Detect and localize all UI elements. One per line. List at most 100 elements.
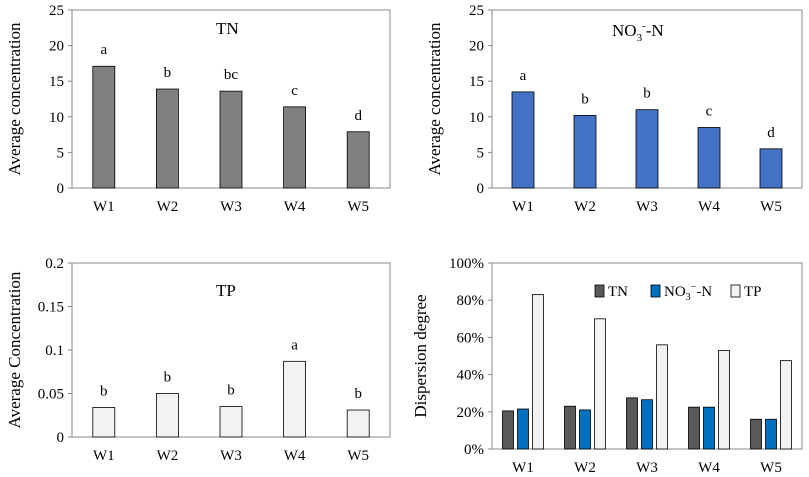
x-tick-label: W2 bbox=[574, 460, 596, 476]
y-ticks: 0% 20% 40% 60% 80% 100% bbox=[449, 256, 492, 458]
x-ticks: W1 W2 W3 W4 W5 bbox=[93, 199, 369, 215]
y-tick-label: 5 bbox=[477, 145, 485, 161]
bar bbox=[697, 127, 721, 189]
significance-letter: b bbox=[643, 86, 651, 102]
bar bbox=[759, 148, 783, 189]
y-tick-label: 25 bbox=[469, 3, 484, 19]
legend-swatch-tn bbox=[594, 284, 605, 298]
bar-tp bbox=[718, 350, 730, 450]
x-ticks: W1 W2 W3 W4 W5 bbox=[512, 199, 782, 215]
chart-title: TN bbox=[216, 19, 239, 38]
significance-letter: a bbox=[520, 68, 527, 84]
y-ticks: 0 5 10 15 20 25 bbox=[469, 3, 492, 197]
bar-tp bbox=[532, 294, 544, 450]
legend-main: NO bbox=[664, 284, 686, 300]
x-tick-label: W1 bbox=[93, 199, 115, 215]
bar-tn bbox=[564, 405, 576, 450]
y-tick-label: 20 bbox=[49, 39, 64, 55]
x-tick-label: W3 bbox=[220, 448, 242, 464]
bar bbox=[92, 65, 116, 189]
legend-end: -N bbox=[696, 284, 712, 300]
tn-panel: TN Average concentration 0 5 10 15 20 25 W1 W2… bbox=[5, 3, 391, 215]
bar-tn bbox=[750, 418, 762, 450]
bar-tn bbox=[626, 397, 638, 450]
bar bbox=[155, 393, 179, 438]
bar bbox=[346, 131, 370, 189]
bar bbox=[573, 114, 597, 189]
chart-title: TP bbox=[216, 281, 236, 300]
bar bbox=[635, 109, 659, 189]
y-ticks: 0 5 10 15 20 25 bbox=[49, 3, 72, 197]
x-tick-label: W3 bbox=[220, 199, 242, 215]
legend-swatch-tp bbox=[730, 284, 741, 298]
significance-letters: a b b c d bbox=[520, 68, 776, 141]
bar-no3-n bbox=[517, 408, 529, 450]
y-tick-label: 15 bbox=[49, 74, 64, 90]
y-tick-label: 5 bbox=[57, 145, 65, 161]
bar-no3-n bbox=[703, 406, 715, 450]
bar-tp bbox=[780, 360, 792, 450]
bars bbox=[502, 294, 792, 450]
significance-letter: b bbox=[354, 386, 362, 402]
no3n-panel: NO3--N Average concentration 0510152025 … bbox=[425, 3, 803, 215]
chart-title: NO3--N bbox=[612, 20, 664, 44]
significance-letter: a bbox=[291, 337, 298, 353]
x-tick-label: W4 bbox=[698, 199, 720, 215]
title-superscript: - bbox=[642, 20, 646, 32]
significance-letter: d bbox=[767, 125, 775, 141]
dispersion-panel: Dispersion degree 0%20%40%60%80%100% W1 W… bbox=[411, 256, 803, 476]
significance-letter: c bbox=[706, 103, 713, 119]
bar-tn bbox=[502, 410, 514, 450]
y-tick-label: 0.1 bbox=[45, 343, 64, 359]
legend-label-no3n: NO3−-N bbox=[664, 282, 712, 303]
bar bbox=[219, 406, 243, 438]
legend-label-tp: TP bbox=[744, 284, 762, 300]
x-tick-label: W2 bbox=[157, 199, 179, 215]
legend: TN NO3−-N TP bbox=[594, 282, 762, 303]
y-tick-label: 15 bbox=[469, 74, 484, 90]
bar bbox=[283, 106, 307, 189]
y-tick-label: 60% bbox=[457, 330, 485, 346]
tp-panel: TP Average Concentration 0 0.05 0.1 0.15 0.2… bbox=[5, 256, 391, 464]
x-tick-label: W4 bbox=[284, 448, 306, 464]
y-tick-label: 20% bbox=[457, 405, 485, 421]
y-axis-label: Dispersion degree bbox=[411, 294, 430, 417]
y-tick-label: 0.2 bbox=[45, 256, 64, 272]
legend-subscript: 3 bbox=[686, 292, 691, 303]
y-tick-label: 0 bbox=[477, 181, 485, 197]
bar-tp bbox=[594, 318, 606, 450]
bar bbox=[219, 90, 243, 189]
legend-swatch-no3n bbox=[650, 284, 661, 298]
significance-letter: a bbox=[100, 42, 107, 58]
title-main: NO bbox=[612, 21, 637, 40]
x-tick-label: W4 bbox=[698, 460, 720, 476]
x-tick-label: W5 bbox=[347, 199, 369, 215]
significance-letter: b bbox=[164, 65, 172, 81]
bar bbox=[155, 88, 179, 189]
y-tick-label: 0 bbox=[57, 430, 65, 446]
bar bbox=[511, 91, 535, 189]
bar-no3-n bbox=[579, 409, 591, 450]
y-axis-label: Average concentration bbox=[5, 22, 24, 176]
significance-letter: b bbox=[164, 370, 172, 386]
bar-tn bbox=[688, 406, 700, 450]
significance-letter: b bbox=[100, 383, 108, 399]
y-tick-label: 0% bbox=[464, 442, 484, 458]
x-ticks: W1 W2 W3 W4 W5 bbox=[93, 448, 369, 464]
y-tick-label: 0 bbox=[57, 181, 65, 197]
significance-letters: b b b a b bbox=[100, 337, 362, 402]
y-ticks: 0 0.05 0.1 0.15 0.2 bbox=[38, 256, 72, 446]
x-tick-label: W1 bbox=[93, 448, 115, 464]
title-subscript: 3 bbox=[637, 32, 643, 44]
y-tick-label: 0.05 bbox=[38, 387, 64, 403]
significance-letter: bc bbox=[224, 67, 239, 83]
bar-tp bbox=[656, 344, 668, 450]
x-tick-label: W1 bbox=[512, 460, 534, 476]
y-axis-label: Average concentration bbox=[425, 22, 444, 176]
y-tick-label: 80% bbox=[457, 293, 485, 309]
x-ticks: W1 W2 W3 W4 W5 bbox=[512, 460, 782, 476]
bars bbox=[92, 360, 370, 438]
x-tick-label: W5 bbox=[760, 199, 782, 215]
x-tick-label: W3 bbox=[636, 460, 658, 476]
